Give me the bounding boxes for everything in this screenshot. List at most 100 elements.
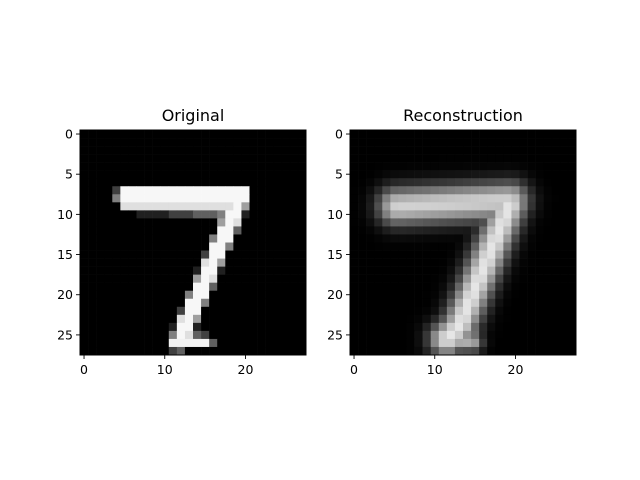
pixel	[273, 290, 283, 300]
pixel	[527, 234, 536, 243]
pixel	[241, 298, 250, 308]
pixel	[120, 194, 129, 203]
pixel	[350, 346, 359, 356]
pixel	[543, 194, 553, 203]
pixel	[559, 322, 569, 332]
pixel	[543, 170, 553, 179]
pixel	[112, 234, 121, 243]
pixel	[249, 202, 258, 211]
pixel	[495, 250, 504, 259]
pixel	[471, 330, 480, 340]
pixel	[193, 322, 202, 332]
pixel	[233, 330, 242, 340]
pixel	[406, 226, 415, 235]
pixel	[233, 186, 242, 195]
pixel	[136, 266, 145, 275]
pixel	[281, 274, 291, 283]
pixel	[193, 234, 202, 243]
pixel	[289, 194, 299, 203]
pixel	[535, 130, 545, 139]
pixel	[136, 274, 145, 283]
pixel	[104, 202, 113, 211]
pixel	[430, 178, 440, 187]
pixel	[511, 346, 520, 356]
pixel	[168, 162, 178, 171]
pixel	[374, 138, 383, 147]
pixel	[543, 282, 553, 292]
pixel	[366, 338, 375, 348]
pixel	[374, 242, 383, 251]
pixel	[503, 242, 512, 251]
pixel	[527, 250, 536, 259]
pixel	[551, 162, 561, 171]
pixel	[297, 226, 307, 235]
pixel	[454, 298, 464, 308]
pixel	[176, 162, 186, 171]
pixel	[551, 338, 561, 348]
y-tick-label: 25	[327, 327, 343, 342]
pixel	[414, 170, 423, 179]
pixel	[144, 130, 153, 139]
pixel	[249, 218, 258, 227]
pixel	[471, 274, 480, 283]
pixel	[479, 194, 488, 203]
pixel	[128, 194, 137, 203]
pixel	[551, 258, 561, 267]
pixel	[281, 338, 291, 348]
pixel	[350, 226, 359, 235]
pixel	[422, 226, 432, 235]
pixel	[463, 178, 472, 187]
pixel	[519, 258, 528, 267]
pixel	[249, 226, 258, 235]
pixel	[257, 322, 266, 332]
pixel	[366, 314, 375, 324]
pixel	[398, 258, 407, 267]
pixel	[454, 322, 464, 332]
pixel	[136, 154, 145, 163]
pixel	[168, 298, 178, 308]
pixel	[503, 298, 512, 308]
pixel	[241, 242, 250, 251]
pixel	[281, 202, 291, 211]
pixel	[160, 282, 170, 292]
x-tick-label: 20	[238, 362, 254, 377]
pixel	[398, 234, 407, 243]
pixel	[495, 138, 504, 147]
pixel	[446, 290, 456, 300]
pixel	[144, 290, 153, 300]
pixel	[104, 226, 113, 235]
pixel	[454, 194, 464, 203]
pixel	[567, 314, 577, 324]
y-tick-label: 0	[65, 127, 73, 142]
y-tick-label: 15	[327, 247, 343, 262]
pixel	[144, 266, 153, 275]
pixel	[257, 194, 266, 203]
pixel	[201, 210, 210, 219]
pixel	[382, 274, 391, 283]
pixel	[446, 298, 456, 308]
pixel	[241, 154, 250, 163]
pixel	[487, 306, 496, 316]
pixel	[273, 162, 283, 171]
pixel	[382, 290, 391, 300]
pixel	[289, 322, 299, 332]
pixel	[128, 130, 137, 139]
pixel	[374, 210, 383, 219]
pixel	[366, 170, 375, 179]
pixel	[382, 226, 391, 235]
pixel	[273, 178, 283, 187]
pixel	[241, 194, 250, 203]
pixel	[454, 282, 464, 292]
pixel	[511, 250, 520, 259]
pixel	[168, 210, 178, 219]
pixel	[168, 170, 178, 179]
pixel	[184, 338, 194, 348]
pixel	[398, 138, 407, 147]
pixel	[281, 250, 291, 259]
pixel	[535, 218, 545, 227]
pixel	[152, 290, 162, 300]
pixel	[225, 186, 234, 195]
pixel	[160, 330, 170, 340]
pixel	[358, 290, 367, 300]
pixel	[152, 242, 162, 251]
